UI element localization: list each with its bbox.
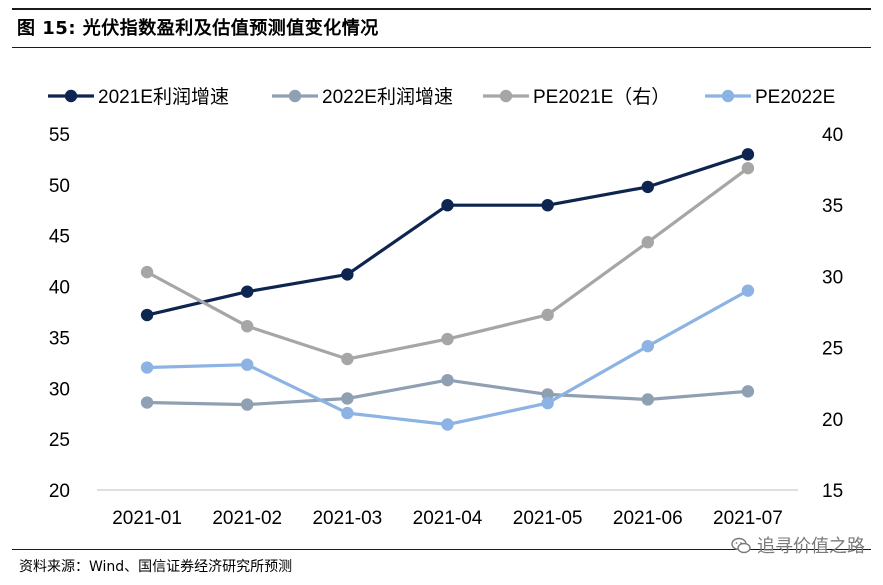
x-tick-label: 2021-03 bbox=[312, 508, 382, 529]
y-left-tick-label: 40 bbox=[49, 278, 70, 299]
x-tick-label: 2021-02 bbox=[212, 508, 282, 529]
watermark-text: 追寻价值之路 bbox=[757, 536, 865, 557]
legend-swatch-marker bbox=[721, 89, 735, 103]
top-rule bbox=[12, 8, 871, 10]
data-point bbox=[140, 308, 154, 322]
data-point bbox=[441, 373, 454, 387]
data-point bbox=[341, 392, 354, 405]
x-tick-label: 2021-01 bbox=[112, 508, 182, 529]
y-left-tick-label: 50 bbox=[49, 176, 70, 197]
data-point bbox=[641, 393, 654, 406]
x-tick-label: 2021-07 bbox=[713, 508, 783, 529]
data-point bbox=[541, 308, 554, 322]
data-point bbox=[341, 352, 354, 366]
data-point bbox=[241, 398, 254, 411]
watermark: 追寻价值之路 bbox=[731, 532, 865, 558]
data-point bbox=[140, 265, 154, 279]
data-point bbox=[140, 396, 154, 409]
y-left-tick-label: 20 bbox=[49, 481, 70, 502]
figure-title: 图 15: 光伏指数盈利及估值预测值变化情况 bbox=[17, 18, 379, 39]
data-point bbox=[341, 268, 354, 281]
data-point bbox=[441, 199, 454, 212]
data-point bbox=[441, 418, 454, 431]
y-right-tick-label: 15 bbox=[822, 481, 843, 502]
y-left-tick-label: 25 bbox=[49, 430, 70, 451]
y-right-tick-label: 20 bbox=[822, 410, 843, 431]
data-point bbox=[140, 361, 154, 374]
x-tick-label: 2021-04 bbox=[413, 508, 483, 529]
bottom-rule bbox=[12, 549, 871, 550]
x-tick-label: 2021-06 bbox=[613, 508, 683, 529]
y-right-tick-label: 30 bbox=[822, 267, 843, 288]
legend-label: PE2022E bbox=[755, 87, 835, 108]
title-rule bbox=[12, 47, 871, 48]
y-left-tick-label: 45 bbox=[49, 227, 70, 248]
data-point bbox=[741, 385, 755, 398]
data-point bbox=[241, 285, 254, 298]
data-point bbox=[341, 406, 354, 420]
data-point bbox=[541, 396, 554, 410]
data-point bbox=[741, 148, 755, 161]
legend-swatch-marker bbox=[288, 89, 302, 103]
data-point bbox=[641, 180, 654, 194]
data-point bbox=[241, 358, 254, 371]
legend-label: PE2021E（右） bbox=[533, 86, 670, 108]
data-point bbox=[641, 339, 654, 353]
data-point bbox=[541, 199, 554, 212]
y-left-tick-label: 30 bbox=[49, 379, 70, 400]
legend-label: 2022E利润增速 bbox=[322, 86, 453, 108]
wechat-icon bbox=[731, 537, 751, 554]
legend-swatch-marker bbox=[64, 89, 78, 103]
y-right-tick-label: 25 bbox=[822, 339, 843, 360]
data-point bbox=[741, 161, 755, 175]
y-left-tick-label: 35 bbox=[49, 328, 70, 349]
x-tick-label: 2021-05 bbox=[513, 508, 583, 529]
data-point bbox=[641, 236, 654, 249]
data-point bbox=[741, 284, 755, 297]
data-point bbox=[441, 332, 454, 346]
data-point bbox=[541, 388, 554, 401]
y-left-tick-label: 55 bbox=[49, 125, 70, 146]
legend-label: 2021E利润增速 bbox=[98, 86, 229, 108]
legend-swatch-marker bbox=[499, 89, 513, 103]
y-right-tick-label: 35 bbox=[822, 196, 843, 217]
figure-source: 资料来源：Wind、国信证券经济研究所预测 bbox=[19, 559, 293, 575]
data-point bbox=[241, 320, 254, 333]
y-right-tick-label: 40 bbox=[822, 125, 843, 146]
series-line bbox=[145, 166, 750, 361]
